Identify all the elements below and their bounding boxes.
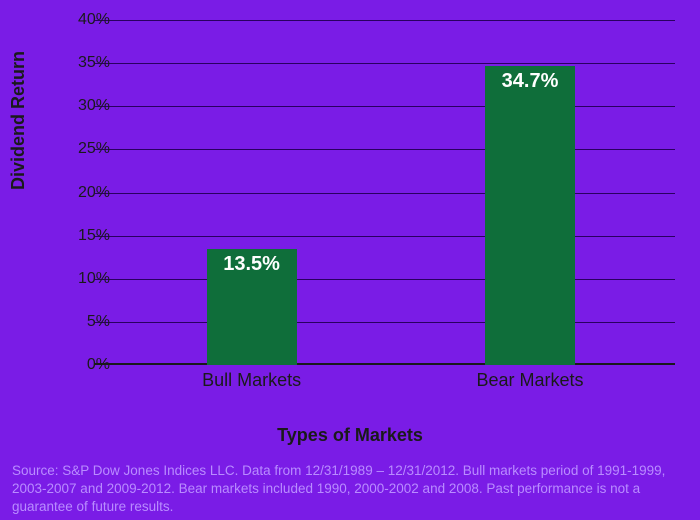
grid-line	[95, 106, 675, 107]
y-tick-label: 0%	[50, 356, 110, 374]
y-tick-label: 10%	[50, 270, 110, 288]
bar: 34.7%	[485, 66, 575, 365]
grid-line	[95, 149, 675, 150]
y-tick-label: 40%	[50, 11, 110, 29]
x-tick-label: Bull Markets	[202, 370, 301, 391]
plot-area: 13.5% 34.7%	[95, 20, 675, 365]
bar-value-label: 13.5%	[207, 253, 297, 276]
grid-line	[95, 63, 675, 64]
y-axis-label: Dividend Return	[8, 51, 29, 190]
y-tick-label: 5%	[50, 313, 110, 331]
y-tick-label: 35%	[50, 54, 110, 72]
y-tick-label: 30%	[50, 97, 110, 115]
chart-container: Dividend Return 13.5% 34.7% Types of Mark…	[0, 0, 700, 520]
x-axis-line	[95, 363, 675, 365]
bar-value-label: 34.7%	[485, 70, 575, 93]
grid-line	[95, 20, 675, 21]
grid-line	[95, 193, 675, 194]
y-tick-label: 15%	[50, 227, 110, 245]
y-tick-label: 25%	[50, 140, 110, 158]
x-axis-label: Types of Markets	[0, 425, 700, 446]
bar: 13.5%	[207, 249, 297, 365]
grid-line	[95, 236, 675, 237]
y-tick-label: 20%	[50, 184, 110, 202]
source-footnote: Source: S&P Dow Jones Indices LLC. Data …	[12, 462, 688, 517]
x-tick-label: Bear Markets	[476, 370, 583, 391]
grid-line	[95, 322, 675, 323]
grid-line	[95, 279, 675, 280]
